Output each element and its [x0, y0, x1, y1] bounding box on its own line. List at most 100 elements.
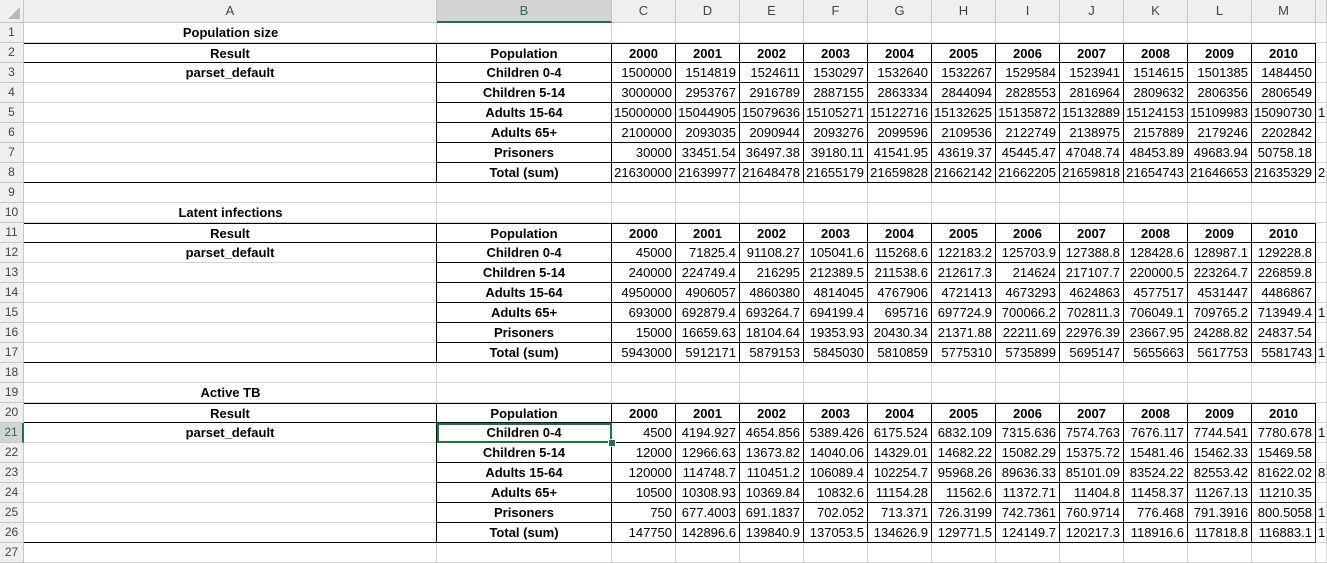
grid-cell[interactable] [437, 183, 612, 203]
grid-cell[interactable] [740, 183, 804, 203]
data-cell[interactable]: 106089.4 [804, 463, 868, 483]
population-label[interactable]: Children 5-14 [437, 263, 612, 283]
row-header-5[interactable]: 5 [0, 103, 24, 123]
data-cell[interactable]: 6175.524 [868, 423, 932, 443]
grid-cell[interactable] [1060, 383, 1124, 403]
cutoff-cell[interactable] [1316, 263, 1327, 283]
data-cell[interactable]: 1501385 [1188, 63, 1252, 83]
grid-cell[interactable] [1252, 203, 1316, 223]
data-cell[interactable]: 95968.26 [932, 463, 996, 483]
row-header-22[interactable]: 22 [0, 443, 24, 463]
grid-cell[interactable] [1124, 543, 1188, 563]
data-cell[interactable]: 726.3199 [932, 503, 996, 523]
grid-cell[interactable] [612, 383, 676, 403]
data-cell[interactable]: 2916789 [740, 83, 804, 103]
grid-cell[interactable] [932, 23, 996, 43]
data-cell[interactable]: 48453.89 [1124, 143, 1188, 163]
grid-cell[interactable] [932, 183, 996, 203]
data-cell[interactable]: 21648478 [740, 163, 804, 183]
data-cell[interactable]: 5655663 [1124, 343, 1188, 363]
grid-cell[interactable] [1124, 363, 1188, 383]
data-cell[interactable]: 2179246 [1188, 123, 1252, 143]
cutoff-cell[interactable] [1316, 483, 1327, 503]
grid-cell-partial[interactable] [1316, 403, 1327, 423]
grid-cell[interactable] [1252, 183, 1316, 203]
data-cell[interactable]: 45000 [612, 243, 676, 263]
row-header-1[interactable]: 1 [0, 23, 24, 43]
data-cell[interactable]: 694199.4 [804, 303, 868, 323]
data-cell[interactable]: 124149.7 [996, 523, 1060, 543]
data-cell[interactable]: 116883.1 [1252, 523, 1316, 543]
data-cell[interactable]: 1529584 [996, 63, 1060, 83]
data-cell[interactable]: 7780.678 [1252, 423, 1316, 443]
cutoff-cell[interactable]: 1 [1318, 345, 1326, 360]
cutoff-cell[interactable] [1316, 283, 1327, 303]
grid-cell[interactable] [676, 363, 740, 383]
data-cell[interactable]: 21371.88 [932, 323, 996, 343]
row-header-9[interactable]: 9 [0, 183, 24, 203]
grid-cell[interactable] [1060, 363, 1124, 383]
row-header-17[interactable]: 17 [0, 343, 24, 363]
column-header-a[interactable]: A [24, 0, 437, 23]
data-cell[interactable]: 10500 [612, 483, 676, 503]
data-cell[interactable]: 15469.58 [1252, 443, 1316, 463]
data-cell[interactable]: 5389.426 [804, 423, 868, 443]
data-cell[interactable]: 212617.3 [932, 263, 996, 283]
data-cell[interactable]: 15105271 [804, 103, 868, 123]
grid-cell[interactable] [1060, 183, 1124, 203]
data-cell[interactable]: 10308.93 [676, 483, 740, 503]
row-header-8[interactable]: 8 [0, 163, 24, 183]
data-cell[interactable]: 211538.6 [868, 263, 932, 283]
data-cell[interactable]: 4860380 [740, 283, 804, 303]
data-cell[interactable]: 700066.2 [996, 303, 1060, 323]
data-cell[interactable]: 134626.9 [868, 523, 932, 543]
data-cell[interactable]: 2816964 [1060, 83, 1124, 103]
data-cell[interactable]: 1524611 [740, 63, 804, 83]
grid-cell[interactable] [1252, 543, 1316, 563]
population-label[interactable]: Children 0-4 [437, 423, 612, 443]
data-cell[interactable]: 4194.927 [676, 423, 740, 443]
cutoff-cell[interactable] [1316, 143, 1327, 163]
row-header-3[interactable]: 3 [0, 63, 24, 83]
row-header-10[interactable]: 10 [0, 203, 24, 223]
grid-cell-partial[interactable] [1316, 383, 1327, 403]
grid-cell[interactable] [437, 23, 612, 43]
data-cell[interactable]: 695716 [868, 303, 932, 323]
data-cell[interactable]: 5775310 [932, 343, 996, 363]
column-header-f[interactable]: F [804, 0, 868, 23]
data-cell[interactable]: 14682.22 [932, 443, 996, 463]
data-cell[interactable]: 3000000 [612, 83, 676, 103]
row-header-2[interactable]: 2 [0, 43, 24, 63]
grid-cell[interactable] [24, 543, 437, 563]
data-cell[interactable]: 11404.8 [1060, 483, 1124, 503]
grid-cell[interactable] [804, 363, 868, 383]
data-cell[interactable]: 13673.82 [740, 443, 804, 463]
data-cell[interactable]: 129228.8 [1252, 243, 1316, 263]
data-cell[interactable]: 21662205 [996, 163, 1060, 183]
data-cell[interactable]: 1484450 [1252, 63, 1316, 83]
column-header-c[interactable]: C [612, 0, 676, 23]
column-header-b[interactable]: B [437, 0, 612, 23]
grid-cell[interactable] [676, 383, 740, 403]
data-cell[interactable]: 4486867 [1252, 283, 1316, 303]
grid-cell[interactable] [1188, 383, 1252, 403]
data-cell[interactable]: 2806356 [1188, 83, 1252, 103]
grid-cell[interactable] [868, 543, 932, 563]
row-header-14[interactable]: 14 [0, 283, 24, 303]
population-label[interactable]: Prisoners [437, 143, 612, 163]
grid-cell[interactable] [868, 23, 932, 43]
data-cell[interactable]: 4577517 [1124, 283, 1188, 303]
data-cell[interactable]: 120000 [612, 463, 676, 483]
row-header-18[interactable]: 18 [0, 363, 24, 383]
data-cell[interactable]: 706049.1 [1124, 303, 1188, 323]
cutoff-cell[interactable]: 1 [1318, 525, 1326, 540]
grid-cell[interactable] [1124, 183, 1188, 203]
data-cell[interactable]: 11458.37 [1124, 483, 1188, 503]
population-label[interactable]: Adults 15-64 [437, 103, 612, 123]
data-cell[interactable]: 22976.39 [1060, 323, 1124, 343]
data-cell[interactable]: 776.468 [1124, 503, 1188, 523]
grid-cell[interactable] [612, 363, 676, 383]
column-header-k[interactable]: K [1124, 0, 1188, 23]
data-cell[interactable]: 11372.71 [996, 483, 1060, 503]
data-cell[interactable]: 14329.01 [868, 443, 932, 463]
